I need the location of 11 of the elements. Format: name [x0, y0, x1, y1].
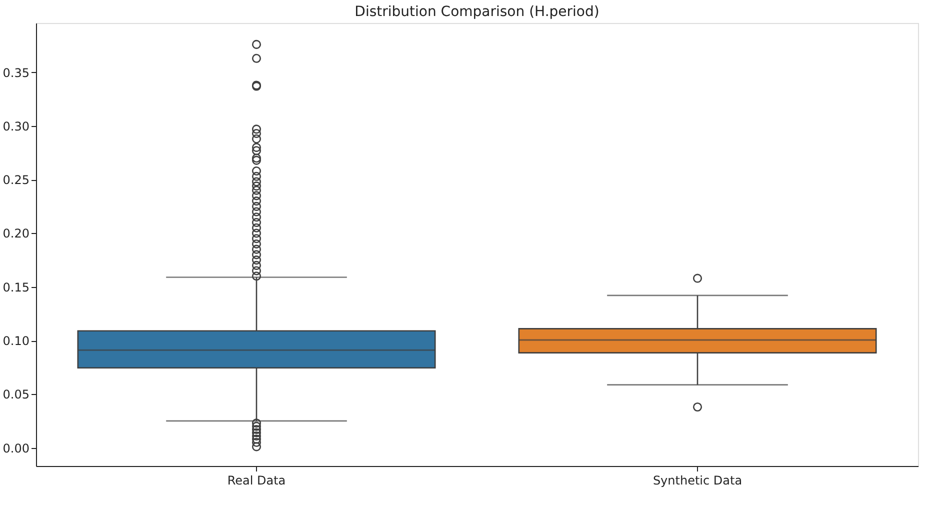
y-tick-label: 0.30: [2, 119, 30, 134]
y-tick-label: 0.15: [2, 280, 30, 294]
y-tick-label: 0.35: [2, 66, 30, 80]
x-tick-label: Synthetic Data: [652, 474, 742, 488]
x-tick-label: Real Data: [227, 474, 286, 488]
y-tick-label: 0.10: [2, 334, 30, 348]
y-tick-label: 0.05: [2, 388, 30, 402]
y-tick-label: 0.20: [2, 226, 30, 241]
y-tick-label: 0.25: [2, 173, 30, 188]
chart-title: Distribution Comparison (H.period): [354, 4, 600, 20]
y-tick-label: 0.00: [2, 441, 30, 456]
